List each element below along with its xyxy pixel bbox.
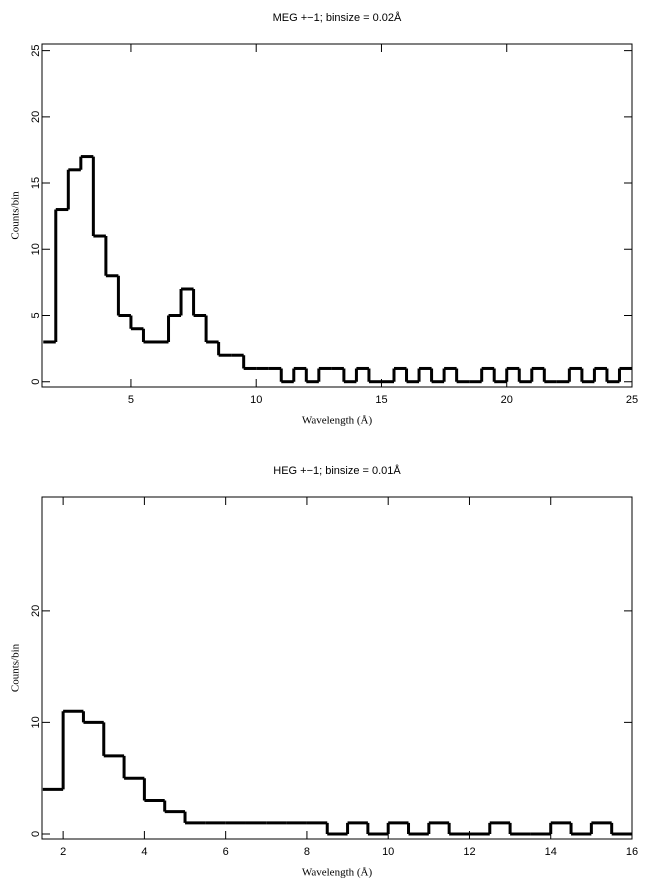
- x-axis-label: Wavelength (Å): [302, 415, 373, 427]
- x-tick-label: 6: [223, 846, 229, 858]
- y-tick-label: 0: [30, 831, 42, 837]
- y-tick-label: 15: [30, 177, 42, 189]
- y-tick-label: 5: [30, 312, 42, 318]
- x-tick-label: 25: [626, 394, 638, 406]
- x-tick-label: 2: [60, 846, 66, 858]
- x-tick-label: 10: [250, 394, 262, 406]
- x-tick-label: 20: [501, 394, 513, 406]
- x-tick-label: 10: [382, 846, 394, 858]
- step-riser: [61, 711, 614, 834]
- chart-title: MEG +−1; binsize = 0.02Å: [273, 11, 402, 24]
- y-axis-label: Counts/bin: [10, 643, 22, 692]
- y-tick-label: 10: [30, 716, 42, 728]
- y-tick-label: 10: [30, 243, 42, 255]
- x-tick-label: 12: [463, 846, 475, 858]
- x-axis-label: Wavelength (Å): [302, 867, 373, 879]
- chart-title: HEG +−1; binsize = 0.01Å: [273, 464, 401, 477]
- plot-frame: [41, 43, 633, 388]
- y-tick-label: 25: [30, 44, 42, 56]
- y-tick-label: 20: [30, 605, 42, 617]
- x-tick-label: 5: [128, 394, 134, 406]
- x-tick-label: 14: [545, 846, 557, 858]
- y-axis-label: Counts/bin: [10, 191, 22, 240]
- x-tick-label: 15: [375, 394, 387, 406]
- y-tick-label: 0: [30, 379, 42, 385]
- step-riser: [54, 156, 621, 382]
- x-tick-label: 4: [141, 846, 147, 858]
- x-tick-label: 16: [626, 846, 638, 858]
- plot-frame: [41, 496, 633, 840]
- x-tick-label: 8: [304, 846, 310, 858]
- y-tick-label: 20: [30, 111, 42, 123]
